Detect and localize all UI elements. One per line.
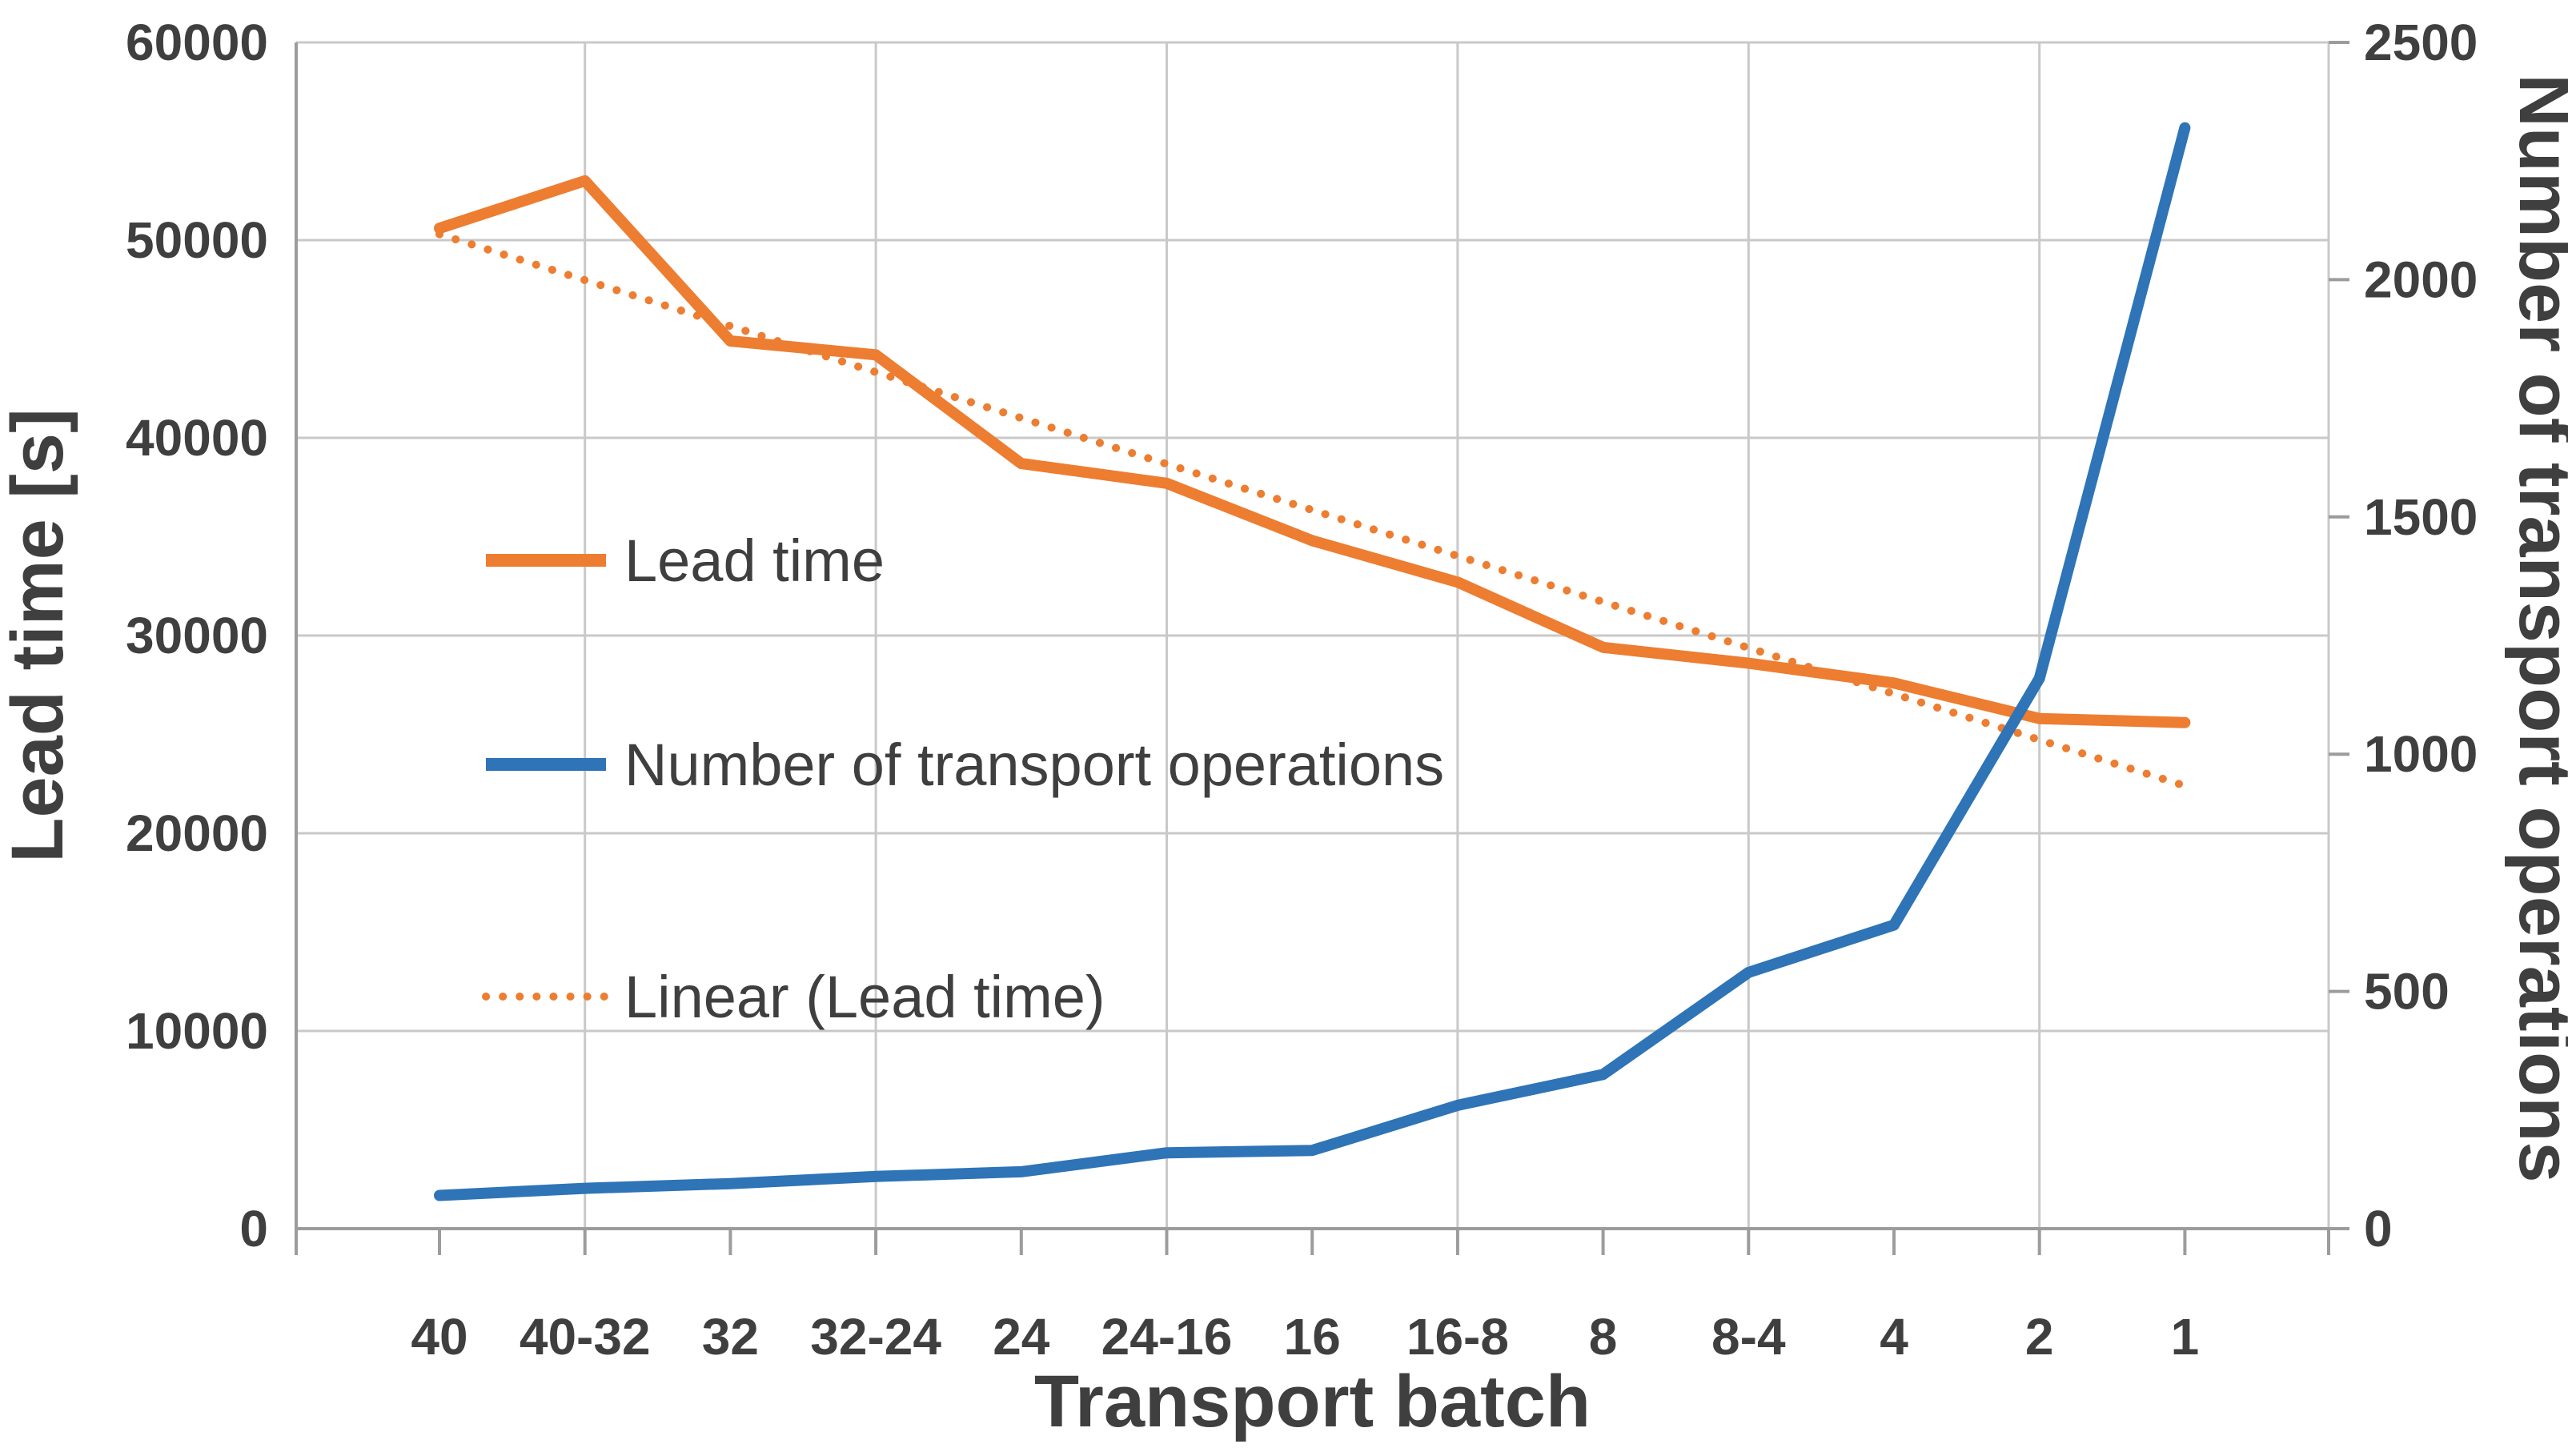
y-right-tick-label: 2000 (2364, 251, 2478, 308)
x-tick-label: 16 (1284, 1308, 1341, 1366)
y-axis-right-title: Number of transport operations (2504, 74, 2568, 1182)
legend-item-lead-time: Lead time (486, 527, 885, 594)
y-left-tick-label: 40000 (126, 409, 268, 467)
lead-time-line (434, 122, 2191, 1201)
y-right-tick-label: 2500 (2364, 14, 2478, 71)
y-left-tick-label: 50000 (126, 211, 268, 269)
x-tick-label: 32-24 (810, 1308, 941, 1366)
legend-label: Lead time (624, 527, 885, 594)
x-tick-label: 24 (993, 1308, 1050, 1366)
y-left-tick-label: 0 (239, 1200, 268, 1257)
axes (295, 41, 2349, 1255)
x-tick-label: 1 (2171, 1308, 2200, 1366)
x-axis-title: Transport batch (1034, 1361, 1591, 1442)
x-tick-label: 8-4 (1711, 1308, 1786, 1366)
y-right-tick-label: 1000 (2364, 725, 2478, 783)
y-left-tick-label: 20000 (126, 804, 268, 862)
legend-label: Number of transport operations (624, 732, 1444, 798)
gridlines (296, 41, 2330, 1230)
linear-lead-time-trendline (434, 174, 2191, 728)
y-axis-left-title: Lead time [s] (0, 408, 78, 862)
legend-item-linear-trendline: Linear (Lead time) (482, 964, 1105, 1030)
legend-item-transport-operations: Number of transport operations (486, 732, 1444, 798)
legend-label: Linear (Lead time) (624, 964, 1105, 1030)
x-tick-label: 40 (411, 1308, 467, 1366)
legend: Lead time Number of transport operations… (482, 527, 1444, 1030)
y-left-tick-label: 10000 (126, 1002, 268, 1060)
transport-operations-line (435, 230, 2189, 790)
tick-labels: 0 10000 20000 30000 40000 50000 60000 0 500 1000 1… (126, 14, 2478, 1366)
y-left-tick-label: 30000 (126, 607, 268, 664)
y-left-tick-label: 60000 (126, 14, 268, 71)
x-tick-label: 32 (702, 1308, 759, 1366)
series-lines (434, 122, 2191, 1201)
y-right-tick-label: 500 (2364, 963, 2450, 1021)
x-tick-label: 8 (1589, 1308, 1618, 1366)
x-tick-label: 2 (2025, 1308, 2054, 1366)
x-tick-label: 40-32 (520, 1308, 651, 1366)
y-right-tick-label: 0 (2364, 1200, 2393, 1257)
y-right-tick-label: 1500 (2364, 488, 2478, 546)
x-tick-label: 4 (1880, 1308, 1908, 1366)
x-tick-label: 16-8 (1406, 1308, 1509, 1366)
x-tick-label: 24-16 (1101, 1308, 1233, 1366)
